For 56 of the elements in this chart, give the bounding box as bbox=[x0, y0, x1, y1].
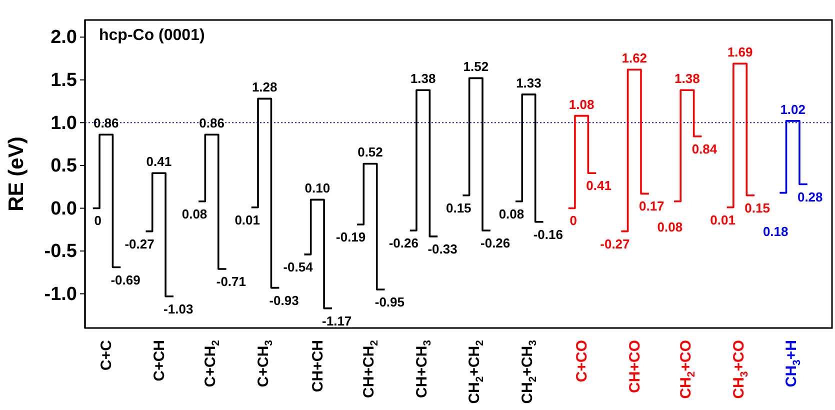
data-label: 1.02 bbox=[780, 102, 806, 117]
data-label: 1.52 bbox=[463, 59, 489, 74]
x-tick-label: C+C bbox=[98, 340, 115, 370]
x-tick-label: C+CH bbox=[150, 340, 168, 382]
data-label: 1.38 bbox=[410, 71, 436, 86]
data-label: 0.17 bbox=[638, 198, 664, 214]
y-tick-label: 1.0 bbox=[50, 112, 77, 134]
data-label: -0.54 bbox=[283, 259, 314, 274]
data-label: 1.28 bbox=[252, 80, 278, 95]
y-tick-label: 1.5 bbox=[50, 70, 78, 91]
data-label: -1.17 bbox=[322, 313, 352, 328]
data-label: -0.71 bbox=[216, 274, 246, 289]
y-tick-label: -0.5 bbox=[44, 241, 78, 262]
data-label: 0.28 bbox=[797, 189, 823, 204]
data-label: 0 bbox=[94, 213, 102, 228]
data-label: -0.69 bbox=[110, 272, 140, 288]
data-label: 0.01 bbox=[710, 212, 736, 228]
data-label: 1.08 bbox=[568, 96, 594, 112]
data-label: 1.33 bbox=[516, 75, 542, 90]
data-label: -0.19 bbox=[336, 229, 366, 244]
data-label: 0.41 bbox=[586, 178, 612, 194]
y-tick-label: 2.0 bbox=[50, 27, 77, 48]
data-label: 0 bbox=[570, 213, 577, 228]
data-label: -0.27 bbox=[600, 236, 630, 252]
data-label: 0.86 bbox=[199, 116, 224, 131]
data-label: -0.16 bbox=[533, 226, 563, 242]
data-label: -0.27 bbox=[124, 236, 154, 252]
y-tick-label: 0.0 bbox=[50, 198, 77, 220]
y-axis-title: RE (eV) bbox=[5, 136, 28, 212]
data-label: 1.62 bbox=[622, 50, 648, 66]
data-label: 0.84 bbox=[692, 141, 718, 156]
data-label: 1.38 bbox=[674, 71, 700, 86]
data-label: -0.26 bbox=[480, 235, 510, 250]
data-label: 0.08 bbox=[182, 206, 208, 222]
y-tick-label: 0.5 bbox=[50, 156, 78, 177]
data-label: -0.26 bbox=[388, 235, 418, 250]
data-label: 0.08 bbox=[498, 206, 524, 222]
data-label: 0.52 bbox=[358, 144, 383, 160]
y-tick-label: -1.0 bbox=[44, 284, 77, 305]
data-label: -0.95 bbox=[374, 294, 405, 310]
x-tick-label: CH+CO bbox=[626, 340, 643, 393]
data-label: 0.08 bbox=[657, 219, 683, 234]
data-label: 0.86 bbox=[93, 116, 119, 131]
x-tick-label: C+CO bbox=[573, 340, 590, 382]
chart-title: hcp-Co (0001) bbox=[99, 27, 205, 44]
data-label: 0.41 bbox=[146, 154, 172, 170]
data-label: 0.15 bbox=[744, 200, 770, 216]
data-label: -1.03 bbox=[164, 301, 194, 316]
data-label: -0.33 bbox=[428, 241, 458, 256]
data-label: 0.10 bbox=[304, 180, 330, 196]
x-tick-label: CH+CH bbox=[308, 340, 326, 392]
data-label: 0.18 bbox=[762, 224, 788, 239]
data-label: 0.15 bbox=[446, 200, 472, 216]
data-label: 0.01 bbox=[234, 212, 260, 228]
data-label: -0.93 bbox=[269, 292, 299, 308]
data-label: 1.69 bbox=[727, 44, 753, 60]
